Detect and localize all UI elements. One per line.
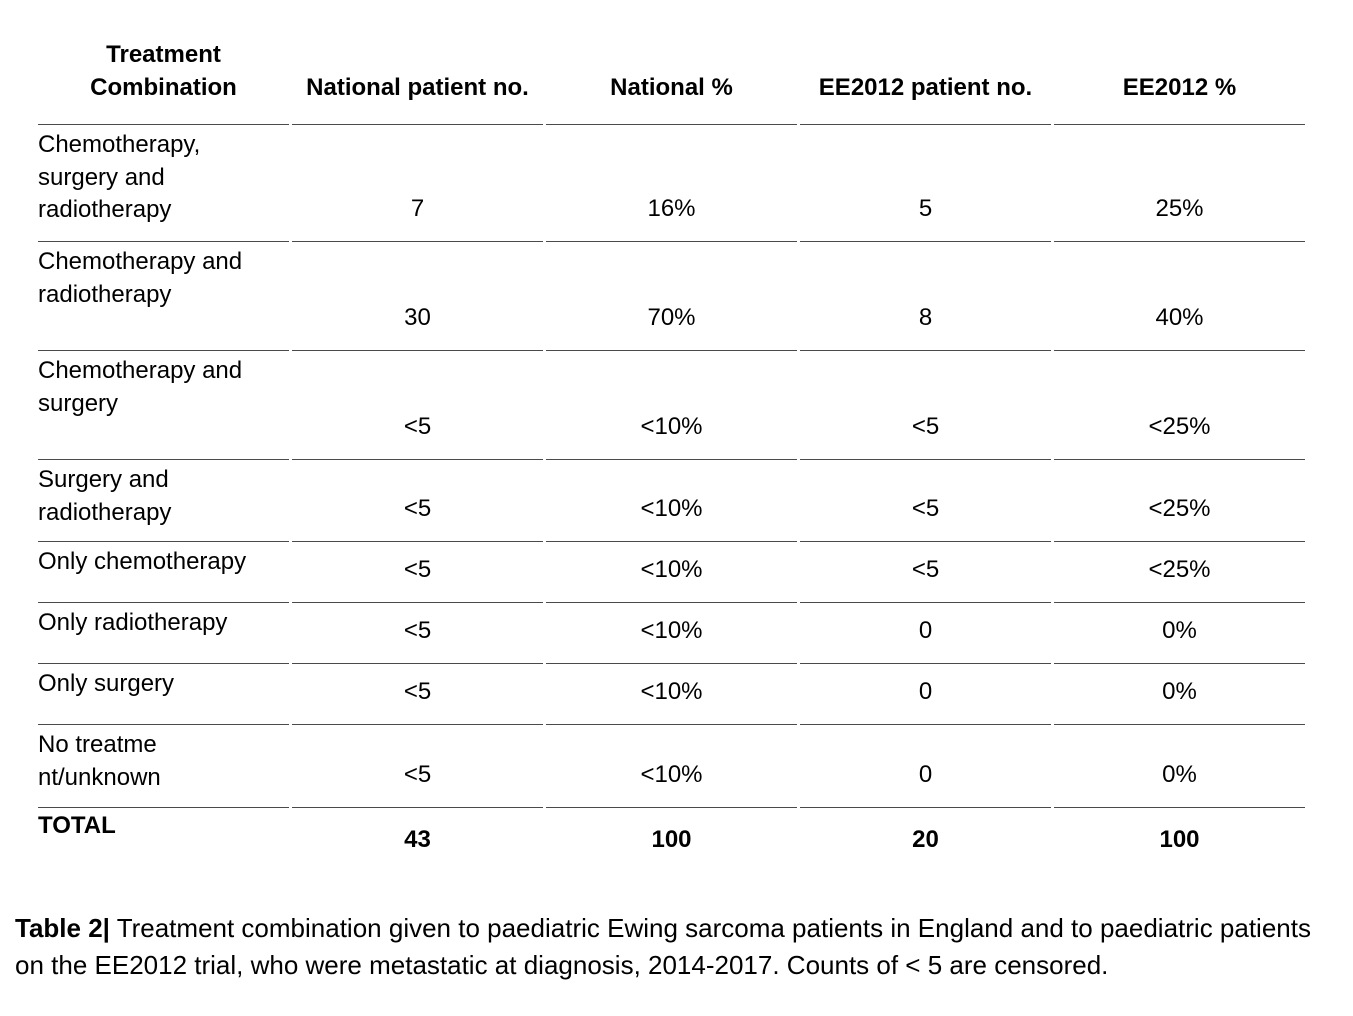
- cell-national-pct: <10%: [546, 460, 797, 542]
- header-ee2012-patient-no: EE2012 patient no.: [800, 18, 1051, 125]
- cell-national-no: 30: [292, 242, 543, 351]
- row-label: Chemotherapy, surgery and radiotherapy: [38, 125, 289, 242]
- cell-ee2012-no: 5: [800, 125, 1051, 242]
- table-row: Only chemotherapy <5 <10% <5 <25%: [38, 542, 1305, 603]
- cell-ee2012-pct: 40%: [1054, 242, 1305, 351]
- cell-national-pct: <10%: [546, 664, 797, 725]
- row-label: No treatment/unknown: [38, 725, 289, 808]
- row-label: Chemotherapy and radiotherapy: [38, 242, 289, 351]
- header-treatment-combination: Treatment Combination: [38, 18, 289, 125]
- cell-ee2012-no: <5: [800, 542, 1051, 603]
- cell-national-pct: <10%: [546, 603, 797, 664]
- header-treatment-word: Treatment: [106, 41, 221, 68]
- row-label-text: Chemotherapy, surgery and radiotherapy: [38, 131, 201, 223]
- header-national-patient-no: National patient no.: [292, 18, 543, 125]
- table-row: Only radiotherapy <5 <10% 0 0%: [38, 603, 1305, 664]
- cell-ee2012-no: 0: [800, 603, 1051, 664]
- header-national-pct: National %: [546, 18, 797, 125]
- cell-national-pct: <10%: [546, 725, 797, 808]
- total-ee2012-no: 20: [912, 825, 939, 853]
- table-row: Chemotherapy and surgery <5 <10% <5 <25%: [38, 351, 1305, 460]
- cell-national-pct: 16%: [546, 125, 797, 242]
- row-label: Only chemotherapy: [38, 542, 289, 603]
- row-label-text: Chemotherapy and surgery: [38, 357, 243, 417]
- row-label: Chemotherapy and surgery: [38, 351, 289, 460]
- cell-national-pct: <10%: [546, 542, 797, 603]
- row-label: Surgery and radiotherapy: [38, 460, 289, 542]
- table-row: Chemotherapy and radiotherapy 30 70% 8 4…: [38, 242, 1305, 351]
- cell-ee2012-pct: 25%: [1054, 125, 1305, 242]
- row-label: Only surgery: [38, 664, 289, 725]
- treatment-table-wrap: Treatment Combination National patient n…: [38, 18, 1308, 856]
- table-row: No treatment/unknown <5 <10% 0 0%: [38, 725, 1305, 808]
- table-row: Only surgery <5 <10% 0 0%: [38, 664, 1305, 725]
- treatment-combination-table: Treatment Combination National patient n…: [35, 18, 1308, 856]
- table-total-row: TOTAL 43 100 20 100: [38, 808, 1305, 856]
- cell-ee2012-pct: 0%: [1054, 725, 1305, 808]
- total-label: TOTAL: [38, 812, 116, 839]
- table-row: Surgery and radiotherapy <5 <10% <5 <25%: [38, 460, 1305, 542]
- cell-ee2012-no: 8: [800, 242, 1051, 351]
- total-national-no: 43: [404, 825, 431, 853]
- cell-ee2012-pct: <25%: [1054, 460, 1305, 542]
- cell-ee2012-pct: <25%: [1054, 351, 1305, 460]
- total-ee2012-pct: 100: [1159, 825, 1200, 853]
- caption-text: Treatment combination given to paediatri…: [15, 913, 1311, 980]
- cell-ee2012-no: 0: [800, 725, 1051, 808]
- cell-national-pct: 70%: [546, 242, 797, 351]
- cell-national-no: <5: [292, 725, 543, 808]
- cell-ee2012-pct: 0%: [1054, 664, 1305, 725]
- row-label-text: Chemotherapy and radiotherapy: [38, 248, 243, 308]
- cell-national-no: 7: [292, 125, 543, 242]
- cell-national-no: <5: [292, 542, 543, 603]
- cell-national-pct: <10%: [546, 351, 797, 460]
- row-label-text: Surgery and radiotherapy: [38, 466, 172, 526]
- row-label: Only radiotherapy: [38, 603, 289, 664]
- row-label-text: No treatment/unknown: [38, 731, 161, 791]
- cell-national-no: <5: [292, 351, 543, 460]
- header-combination-word: Combination: [90, 73, 237, 101]
- cell-ee2012-pct: 0%: [1054, 603, 1305, 664]
- cell-ee2012-no: 0: [800, 664, 1051, 725]
- table-row: Chemotherapy, surgery and radiotherapy 7…: [38, 125, 1305, 242]
- table-caption: Table 2| Treatment combination given to …: [15, 910, 1335, 983]
- caption-label: Table 2|: [15, 913, 110, 943]
- cell-ee2012-pct: <25%: [1054, 542, 1305, 603]
- cell-national-no: <5: [292, 603, 543, 664]
- cell-ee2012-no: <5: [800, 460, 1051, 542]
- cell-national-no: <5: [292, 460, 543, 542]
- header-ee2012-pct: EE2012 %: [1054, 18, 1305, 125]
- table-header-row: Treatment Combination National patient n…: [38, 18, 1305, 125]
- total-national-pct: 100: [651, 825, 692, 853]
- cell-ee2012-no: <5: [800, 351, 1051, 460]
- cell-national-no: <5: [292, 664, 543, 725]
